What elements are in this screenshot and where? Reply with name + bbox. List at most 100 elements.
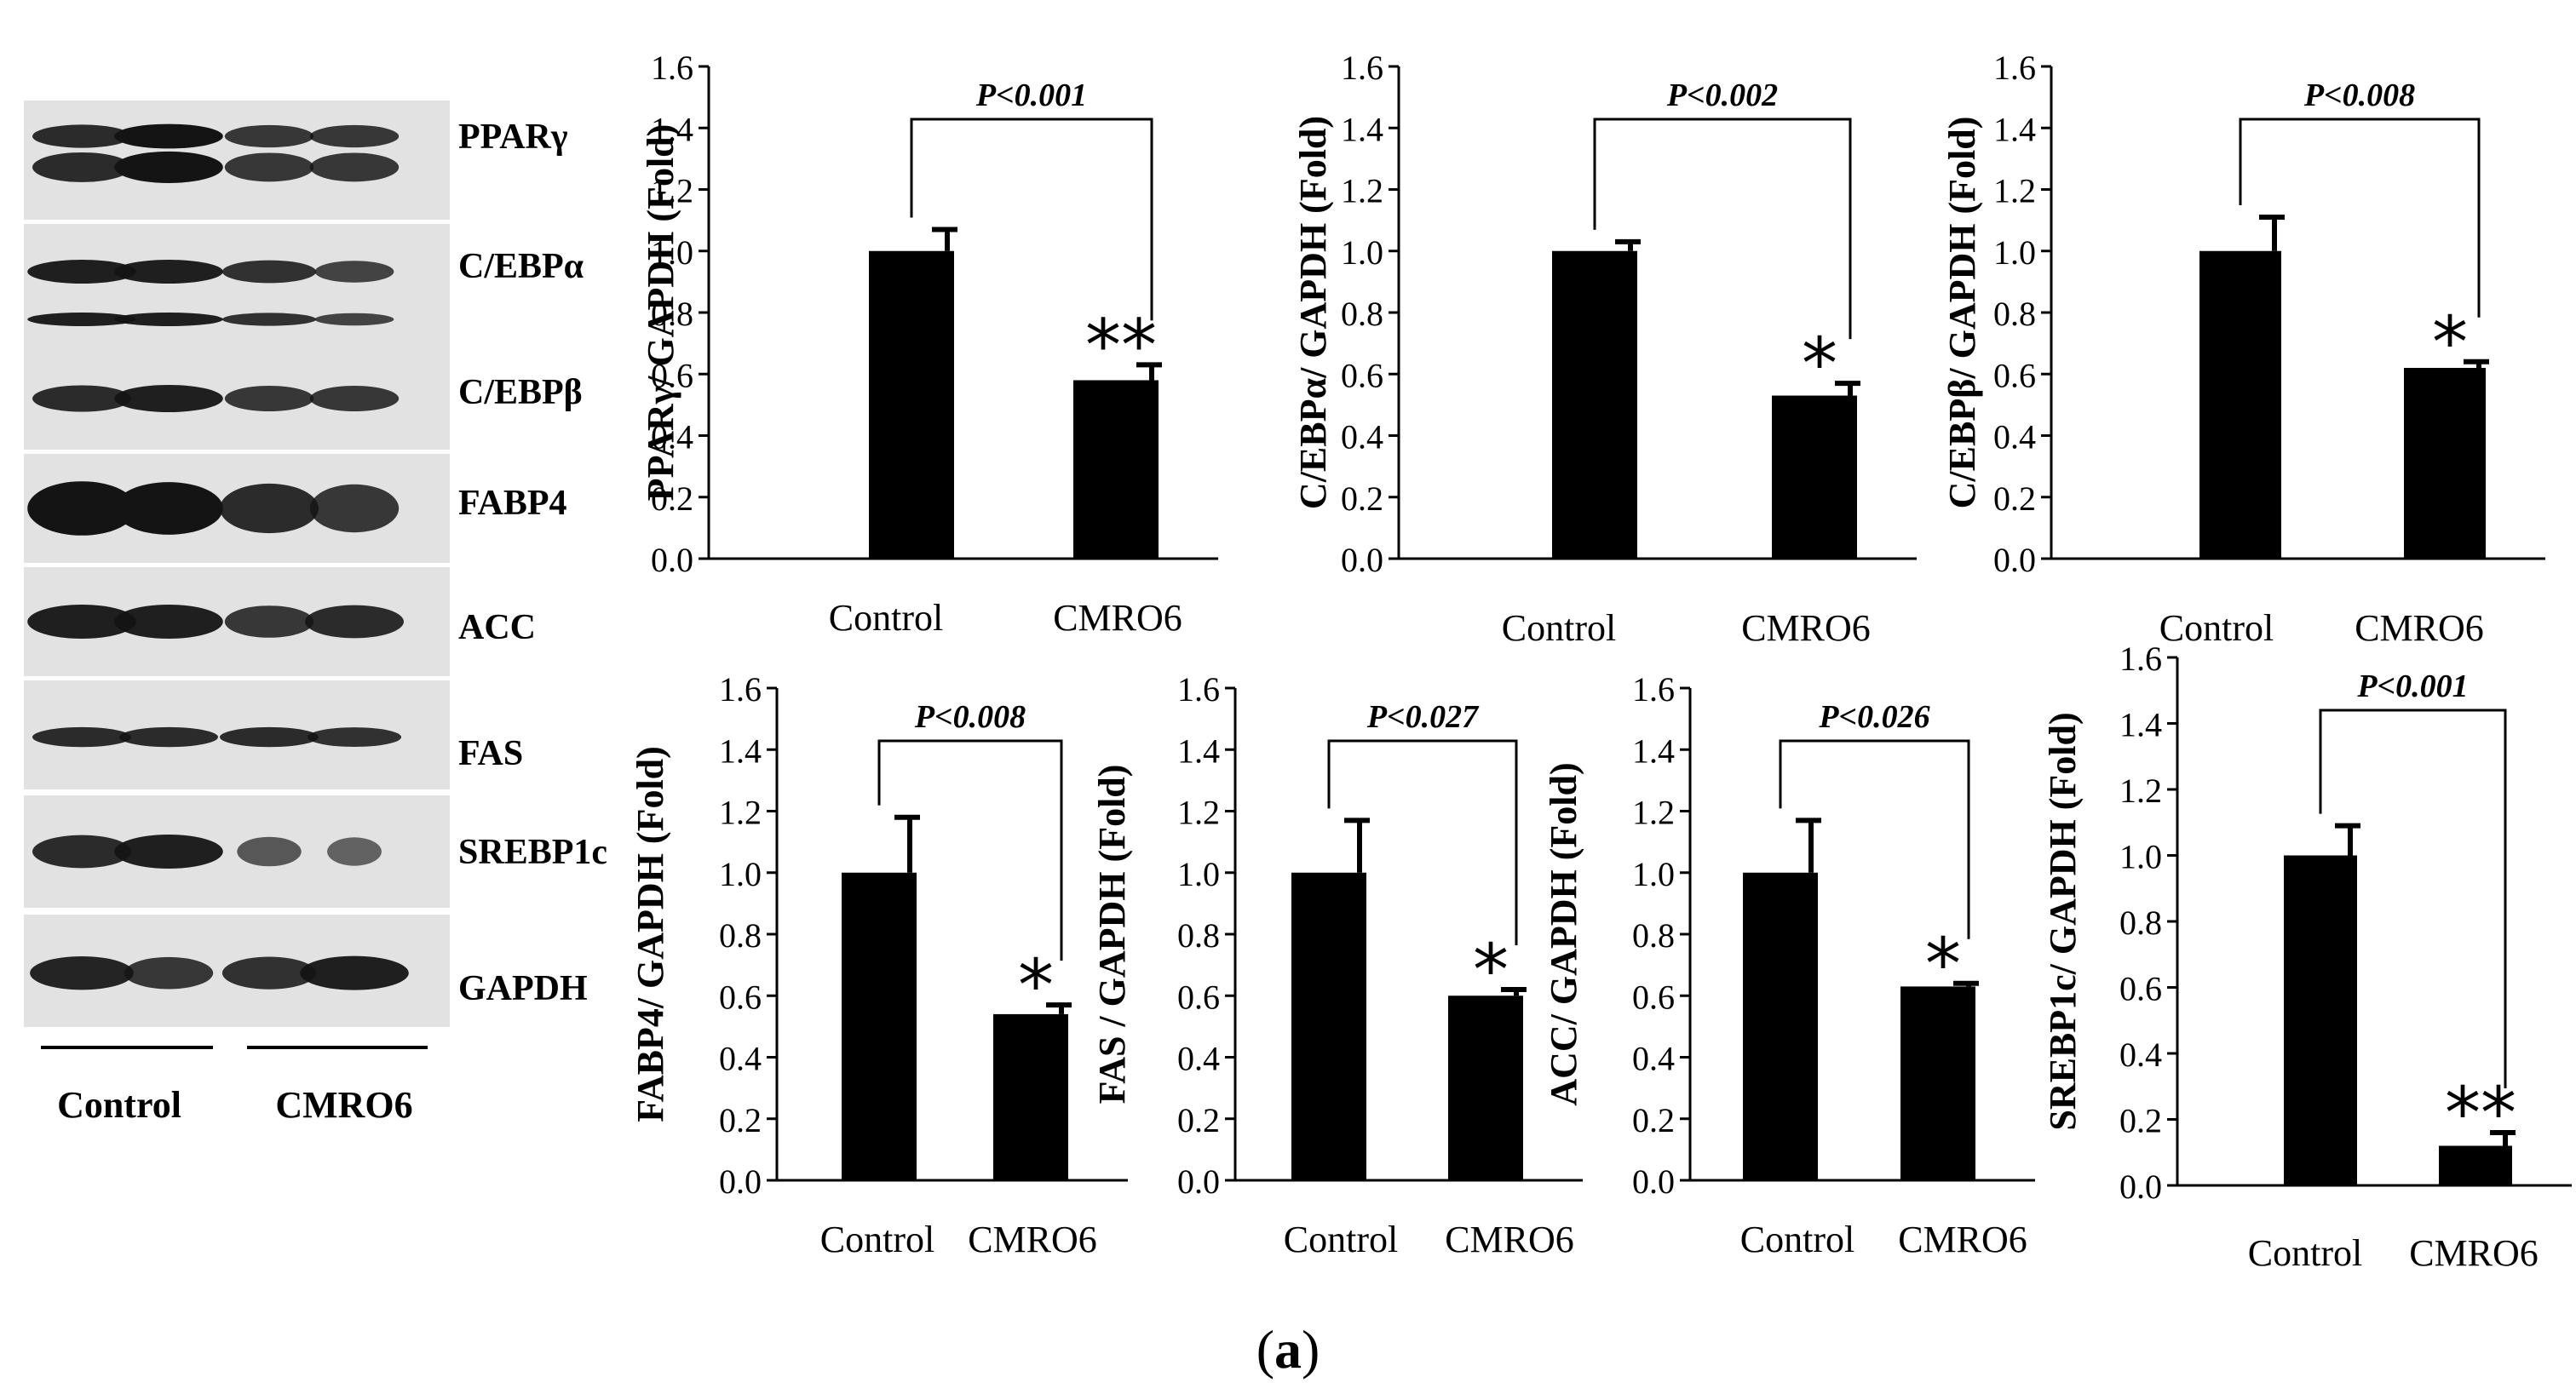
x-tick-label: Control — [829, 597, 943, 639]
bar-chart: 0.0 0.2 0.4 0.6 0.8 1.0 1.2 1.4 1.6 PPARγ/ GAPDH … — [640, 49, 1218, 639]
blot-band — [32, 152, 131, 182]
blot-band — [114, 385, 223, 412]
y-tick-label: 1.2 — [1993, 172, 2036, 210]
x-tick-label: CMRO6 — [1053, 597, 1182, 639]
y-tick-label: 0.8 — [651, 295, 693, 333]
significance-star: * — [1925, 922, 1961, 1006]
bar — [869, 250, 954, 559]
blot-band — [220, 726, 319, 748]
bar-charts: 0.0 0.2 0.4 0.6 0.8 1.0 1.2 1.4 1.6 PPARγ/ GAPDH … — [630, 49, 2572, 1274]
blot-label: C/EBPβ — [458, 373, 583, 412]
y-axis-label: C/EBPα/ GAPDH (Fold) — [1292, 116, 1334, 509]
blot-band — [114, 605, 223, 639]
blot-band — [114, 151, 223, 183]
y-tick-label: 0.8 — [1632, 916, 1675, 955]
y-axis-label: FABP4/ GAPDH (Fold) — [630, 746, 671, 1122]
x-tick-label: CMRO6 — [1741, 607, 1871, 649]
blot-band — [309, 484, 400, 533]
y-tick-label: 1.0 — [719, 855, 762, 893]
y-tick-label: 0.6 — [1341, 356, 1383, 394]
significance-bracket — [1327, 739, 1518, 946]
y-axis-label: ACC/ GAPDH (Fold) — [1543, 762, 1584, 1105]
blot-band — [221, 956, 317, 990]
y-tick-label: 1.4 — [651, 110, 693, 148]
bar — [2404, 368, 2486, 559]
x-tick-label: CMRO6 — [2409, 1232, 2539, 1274]
y-tick-label: 0.4 — [651, 418, 693, 456]
blot-band — [114, 482, 223, 535]
x-tick-label: CMRO6 — [2355, 607, 2484, 649]
bar — [2439, 1145, 2512, 1185]
y-tick-label: 1.2 — [2119, 772, 2162, 810]
y-tick-label: 1.4 — [719, 732, 762, 770]
y-tick-label: 1.4 — [1341, 110, 1383, 148]
p-value-label: P<0.008 — [914, 699, 1026, 735]
blot-label: GAPDH — [458, 969, 588, 1008]
y-tick-label: 0.6 — [1177, 978, 1220, 1016]
y-tick-label: 0.2 — [719, 1101, 762, 1139]
y-tick-label: 0.2 — [1632, 1101, 1675, 1139]
y-tick-label: 0.4 — [1341, 418, 1383, 456]
blot-band — [309, 152, 400, 182]
y-tick-label: 0.6 — [2119, 970, 2162, 1008]
y-tick-label: 1.2 — [1341, 172, 1383, 210]
x-tick-label: Control — [820, 1219, 934, 1260]
y-tick-label: 0.2 — [2119, 1102, 2162, 1140]
bar-chart: 0.0 0.2 0.4 0.6 0.8 1.0 1.2 1.4 1.6 ACC/ GAPDH (F… — [1543, 670, 2035, 1260]
blot-band — [221, 260, 317, 284]
bar — [842, 872, 917, 1180]
p-value-label: P<0.027 — [1366, 699, 1480, 735]
y-tick-label: 0.6 — [651, 356, 693, 394]
y-tick-label: 0.8 — [1177, 916, 1220, 955]
y-tick-label: 1.0 — [651, 233, 693, 272]
x-tick-label: CMRO6 — [1445, 1219, 1574, 1260]
y-tick-label: 1.6 — [719, 670, 762, 709]
blot-band — [220, 483, 319, 534]
blot-group-label: Control — [57, 1084, 181, 1126]
significance-bracket — [1779, 739, 1970, 939]
blot-band — [314, 313, 394, 326]
y-tick-label: 0.4 — [1993, 418, 2036, 456]
y-tick-label: 0.6 — [1632, 978, 1675, 1016]
blot-band — [27, 481, 136, 536]
blot-band — [32, 385, 131, 412]
blot-band — [114, 835, 223, 869]
y-tick-label: 1.2 — [651, 172, 693, 210]
y-tick-label: 1.0 — [1993, 233, 2036, 272]
significance-bracket — [877, 739, 1063, 961]
significance-star: * — [2432, 301, 2468, 384]
blot-band — [314, 261, 394, 283]
y-axis-label: PPARγ/ GAPDH (Fold) — [640, 124, 681, 502]
blot-band — [221, 313, 317, 326]
blot-band — [309, 385, 400, 412]
bar — [993, 1013, 1068, 1180]
y-tick-label: 0.2 — [1177, 1101, 1220, 1139]
p-value-label: P<0.001 — [975, 77, 1087, 113]
y-tick-label: 1.0 — [2119, 838, 2162, 876]
y-tick-label: 0.2 — [1993, 479, 2036, 518]
blot-band — [305, 605, 404, 639]
blot-band — [224, 385, 314, 412]
x-tick-label: CMRO6 — [968, 1219, 1097, 1260]
bar — [1448, 995, 1523, 1180]
y-axis-label: FAS / GAPDH (Fold) — [1091, 765, 1133, 1105]
y-tick-label: 0.6 — [1993, 356, 2036, 394]
significance-bracket — [910, 118, 1153, 321]
blot-band — [30, 955, 134, 990]
y-tick-label: 0.2 — [1341, 479, 1383, 518]
p-value-label: P<0.001 — [2356, 668, 2468, 704]
blot-band — [32, 835, 131, 869]
blot-band — [114, 313, 223, 326]
significance-star: * — [1802, 322, 1837, 405]
blot-band — [124, 956, 214, 990]
x-tick-label: Control — [1740, 1219, 1854, 1260]
x-tick-label: Control — [1502, 607, 1616, 649]
blot-label: PPARγ — [458, 118, 568, 157]
y-tick-label: 1.6 — [1177, 670, 1220, 709]
y-tick-label: 1.6 — [1632, 670, 1675, 709]
y-tick-label: 1.2 — [1632, 794, 1675, 832]
y-tick-label: 1.0 — [1177, 855, 1220, 893]
y-axis-label: SREBP1c/ GAPDH (Fold) — [2042, 712, 2084, 1130]
blot-label: SREBP1c — [458, 833, 607, 872]
